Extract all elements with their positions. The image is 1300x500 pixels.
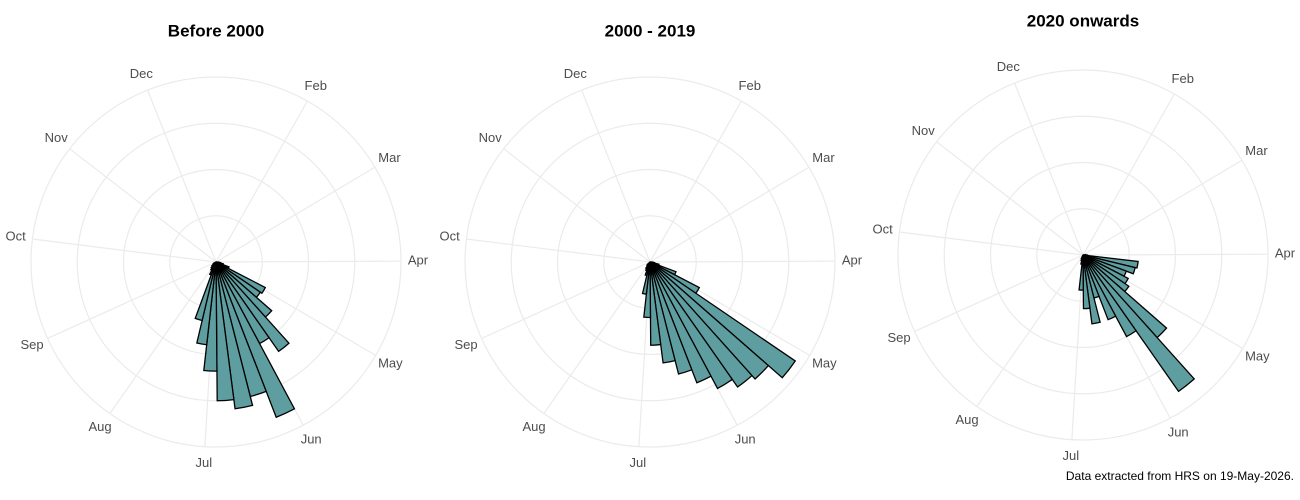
caption: Data extracted from HRS on 19-May-2026. xyxy=(1066,469,1294,483)
x-tick-label: Sep xyxy=(454,337,477,352)
bar xyxy=(1080,254,1084,260)
x-tick-label: Aug xyxy=(523,419,546,434)
x-tick-label: Dec xyxy=(564,66,588,81)
grid-spoke xyxy=(649,100,742,263)
x-tick-label: Feb xyxy=(1172,71,1194,86)
bar xyxy=(649,261,676,364)
bar xyxy=(215,261,254,410)
grid-spoke xyxy=(899,231,1084,256)
x-tick-label: Sep xyxy=(887,330,910,345)
x-tick-label: Oct xyxy=(439,228,460,243)
x-tick-label: Apr xyxy=(842,253,863,268)
bar xyxy=(194,261,217,322)
bar xyxy=(649,261,734,390)
x-tick-label: Mar xyxy=(812,150,835,165)
x-tick-label: May xyxy=(1245,348,1270,363)
grid-spoke xyxy=(1082,253,1269,256)
x-tick-label: Aug xyxy=(89,419,112,434)
x-tick-label: Oct xyxy=(5,228,26,243)
bar xyxy=(212,261,217,265)
grid-spoke xyxy=(581,89,651,263)
grid-spoke xyxy=(109,261,217,414)
bar xyxy=(649,261,712,384)
x-tick-label: Nov xyxy=(45,130,69,145)
grid-spoke xyxy=(649,166,810,263)
grid-spoke xyxy=(649,260,836,263)
x-tick-label: Jun xyxy=(1168,425,1189,440)
chart-title: Before 2000 xyxy=(168,21,264,40)
x-tick-label: Jul xyxy=(1063,448,1080,463)
x-tick-label: May xyxy=(812,355,837,370)
x-tick-label: Apr xyxy=(1275,246,1296,261)
bar xyxy=(649,261,770,380)
x-tick-label: Apr xyxy=(408,253,429,268)
x-tick-label: Mar xyxy=(378,150,401,165)
grid-spoke xyxy=(47,261,217,340)
bar xyxy=(1082,254,1101,325)
x-tick-label: Feb xyxy=(305,78,327,93)
bar xyxy=(1082,254,1091,310)
x-tick-label: Feb xyxy=(739,78,761,93)
x-tick-label: Dec xyxy=(130,66,154,81)
grid-spoke xyxy=(481,261,651,340)
x-tick-label: Mar xyxy=(1245,143,1268,158)
bar xyxy=(649,261,693,375)
x-tick-label: Jun xyxy=(735,432,756,447)
bar xyxy=(1082,254,1196,393)
grid-spoke xyxy=(69,148,217,263)
grid-circle xyxy=(30,76,402,448)
chart-title: 2000 - 2019 xyxy=(605,21,696,40)
x-tick-label: Jun xyxy=(301,432,322,447)
x-tick-label: Sep xyxy=(20,337,43,352)
grid-spoke xyxy=(215,260,402,263)
x-tick-label: Aug xyxy=(956,412,979,427)
bar xyxy=(215,261,235,402)
grid-spoke xyxy=(215,166,376,263)
bar xyxy=(215,261,290,353)
bar xyxy=(649,261,797,379)
grid-spoke xyxy=(1082,159,1243,256)
grid-spoke xyxy=(147,89,217,263)
grid-spoke xyxy=(503,148,651,263)
bar xyxy=(1082,254,1137,338)
grid-spoke xyxy=(215,100,308,263)
grid-spoke xyxy=(466,238,651,263)
x-tick-label: Dec xyxy=(997,59,1021,74)
grid-circle xyxy=(897,69,1269,441)
x-tick-label: Jul xyxy=(196,455,213,470)
bar xyxy=(649,261,662,346)
bar xyxy=(1082,254,1117,321)
x-tick-label: Jul xyxy=(630,455,647,470)
grid-spoke xyxy=(936,141,1084,256)
bar xyxy=(649,261,753,388)
x-tick-label: May xyxy=(378,355,403,370)
chart-title: 2020 onwards xyxy=(1027,11,1139,30)
x-tick-label: Nov xyxy=(479,130,503,145)
x-tick-label: Oct xyxy=(872,221,893,236)
bar xyxy=(215,261,296,419)
x-tick-label: Nov xyxy=(912,123,936,138)
grid-spoke xyxy=(1014,82,1084,256)
grid-circle xyxy=(464,76,836,448)
bar xyxy=(646,261,651,266)
grid-spoke xyxy=(976,254,1084,407)
grid-spoke xyxy=(914,254,1084,333)
grid-spoke xyxy=(543,261,651,414)
grid-spoke xyxy=(32,238,217,263)
grid-spoke xyxy=(1082,93,1175,256)
